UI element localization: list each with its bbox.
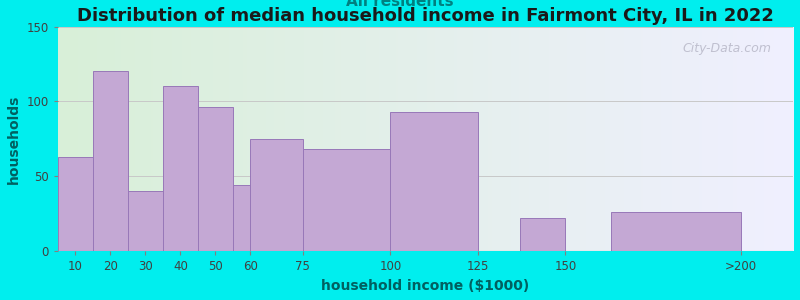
Bar (93, 71, 128, 251)
Bar (520, 218, 566, 251)
Bar (198, 107, 233, 251)
Title: Distribution of median household income in Fairmont City, IL in 2022: Distribution of median household income … (77, 7, 774, 25)
Y-axis label: households: households (7, 94, 21, 184)
Bar (611, 212, 741, 251)
Text: All residents: All residents (346, 0, 454, 9)
Bar (163, 86, 198, 251)
Bar (128, 191, 163, 251)
Bar (58, 157, 93, 251)
Bar (390, 112, 478, 251)
Bar (233, 185, 250, 251)
Bar (250, 139, 303, 251)
X-axis label: household income ($1000): household income ($1000) (322, 279, 530, 293)
Text: City-Data.com: City-Data.com (682, 42, 771, 55)
Bar (303, 149, 390, 251)
